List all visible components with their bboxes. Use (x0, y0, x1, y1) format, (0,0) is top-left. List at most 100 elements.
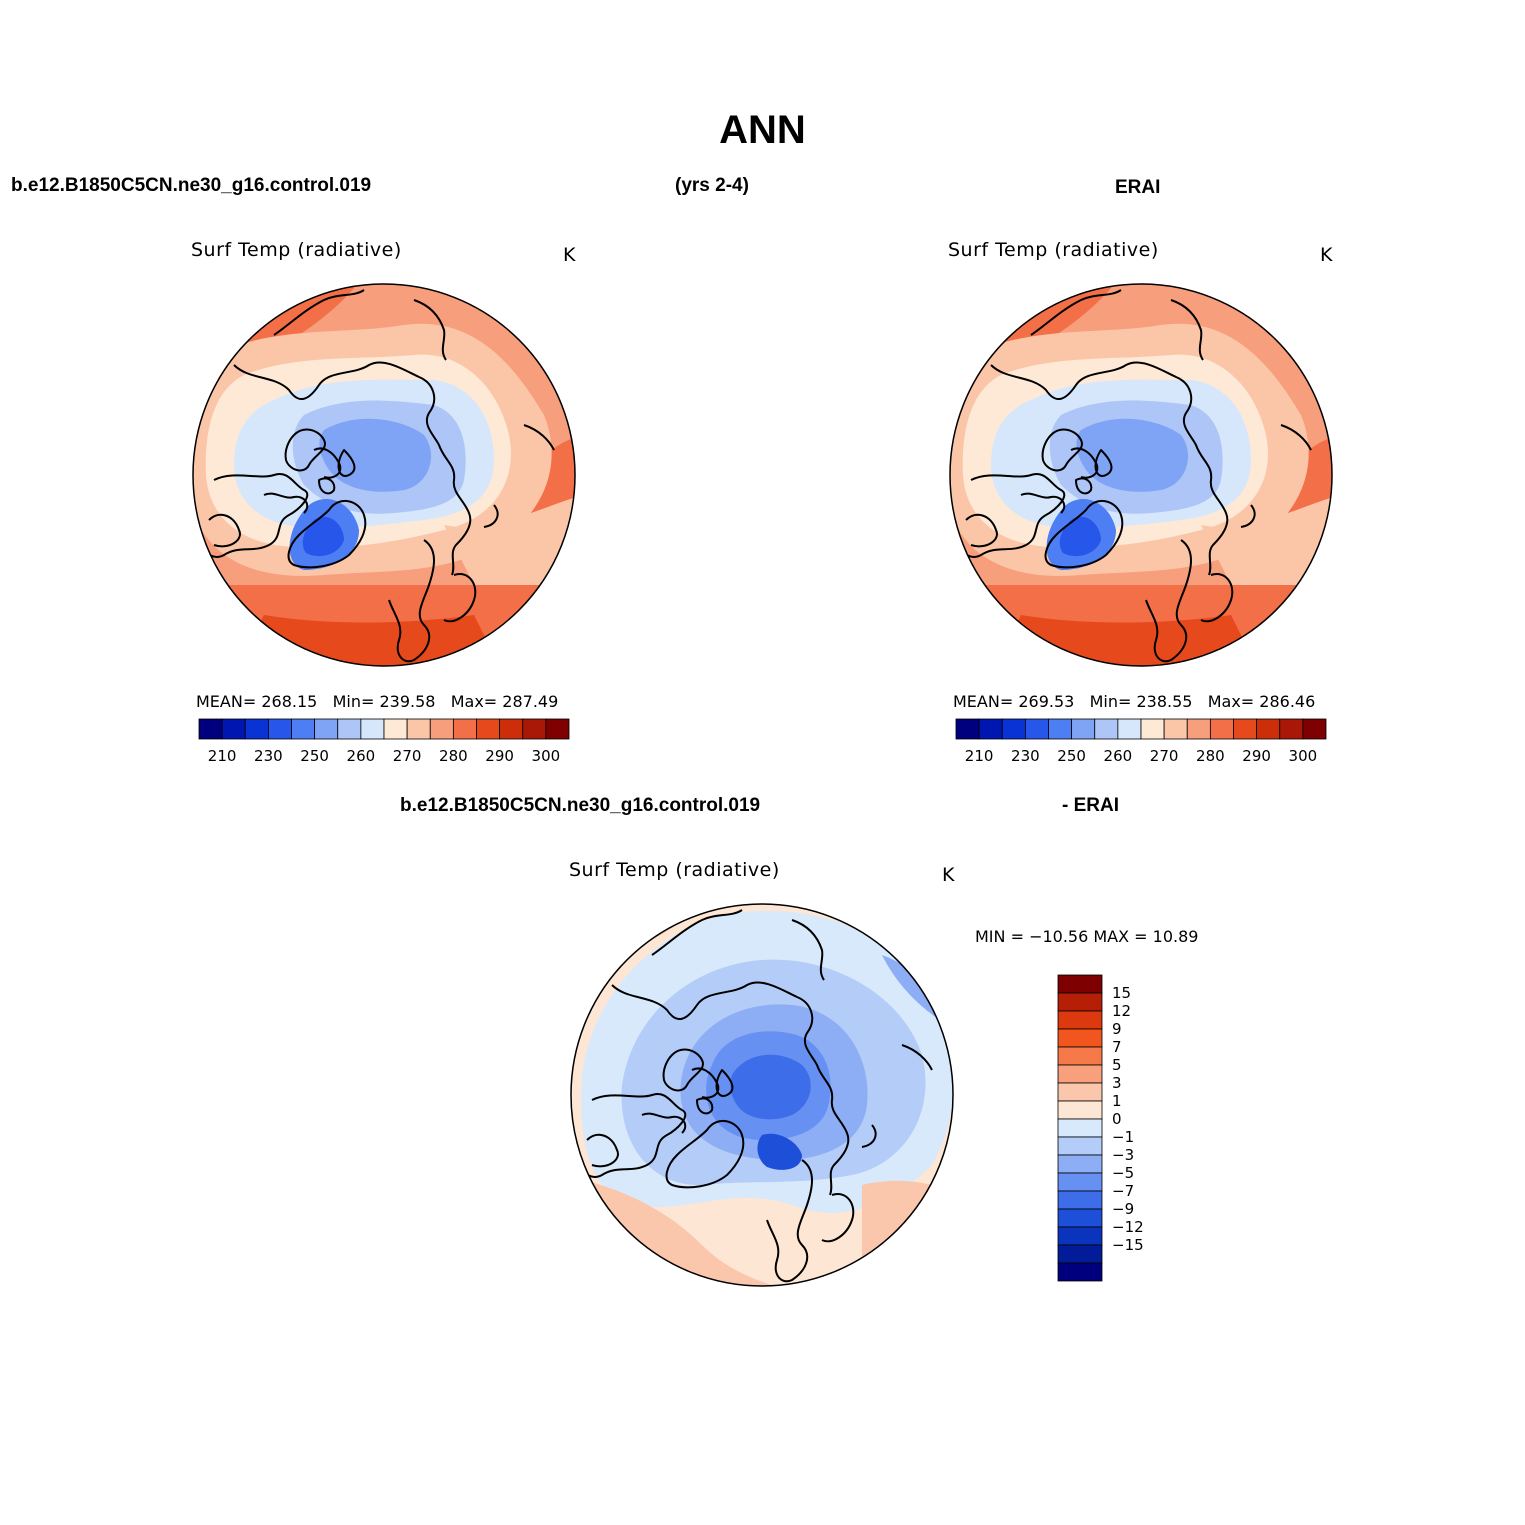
colorbar-swatch (337, 718, 362, 740)
colorbar-swatch (955, 718, 980, 740)
colorbar-label: 280 (439, 747, 468, 765)
obs-panel-title: Surf Temp (radiative) (948, 239, 1159, 261)
colorbar-swatch (1163, 718, 1188, 740)
obs-min-label: Min= (1089, 692, 1132, 711)
diff-panel-title: Surf Temp (radiative) (569, 859, 780, 881)
colorbar-swatch (1024, 718, 1049, 740)
colorbar-label: 3 (1112, 1074, 1122, 1092)
colorbar-swatch (429, 718, 454, 740)
colorbar-swatch (1140, 718, 1165, 740)
colorbar-swatch (1057, 1118, 1103, 1138)
colorbar-label: 260 (347, 747, 376, 765)
obs-stats: MEAN= 269.53 Min= 238.55 Max= 286.46 (953, 692, 1315, 711)
colorbar-label: 300 (532, 747, 561, 765)
colorbar-swatch (1057, 1244, 1103, 1264)
model-min-label: Min= (332, 692, 375, 711)
figure-title: ANN (719, 108, 806, 152)
model-mean-label: MEAN= (196, 692, 257, 711)
colorbar-swatch (1233, 718, 1258, 740)
colorbar-label: −7 (1112, 1182, 1134, 1200)
header-right: ERAI (1115, 177, 1161, 198)
diff-header-left: b.e12.B1850C5CN.ne30_g16.control.019 (400, 795, 761, 816)
obs-max-value: 286.46 (1259, 692, 1316, 711)
colorbar-swatch (267, 718, 292, 740)
colorbar-swatch (383, 718, 408, 740)
colorbar-label: 270 (393, 747, 422, 765)
colorbar-swatch (476, 718, 501, 740)
colorbar-label: 7 (1112, 1038, 1122, 1056)
colorbar-label: −1 (1112, 1128, 1134, 1146)
colorbar-label: −12 (1112, 1218, 1144, 1236)
diff-map (570, 903, 954, 1287)
colorbar-swatch (1057, 1190, 1103, 1210)
colorbar-label: −3 (1112, 1146, 1134, 1164)
colorbar-swatch (1279, 718, 1304, 740)
colorbar-label: −5 (1112, 1164, 1134, 1182)
obs-map (949, 283, 1333, 667)
model-map (192, 283, 576, 667)
obs-min-value: 238.55 (1136, 692, 1193, 711)
colorbar-swatch (1186, 718, 1211, 740)
colorbar-label: 250 (300, 747, 329, 765)
colorbar-swatch (1117, 718, 1142, 740)
colorbar-swatch (1302, 718, 1327, 740)
colorbar-swatch (1071, 718, 1096, 740)
colorbar-swatch (360, 718, 385, 740)
colorbar-swatch (198, 718, 223, 740)
colorbar-label: 9 (1112, 1020, 1122, 1038)
colorbar-swatch (1057, 974, 1103, 994)
diff-header-right: - ERAI (1062, 795, 1119, 816)
obs-mean-value: 269.53 (1018, 692, 1075, 711)
model-panel-title: Surf Temp (radiative) (191, 239, 402, 261)
colorbar-swatch (1057, 1262, 1103, 1282)
colorbar-label: 250 (1057, 747, 1086, 765)
colorbar-swatch (978, 718, 1003, 740)
colorbar-label: 290 (485, 747, 514, 765)
obs-max-label: Max= (1207, 692, 1255, 711)
colorbar-swatch (1057, 1046, 1103, 1066)
model-max-label: Max= (450, 692, 498, 711)
colorbar-swatch (291, 718, 316, 740)
colorbar-swatch (1057, 1208, 1103, 1228)
colorbar-swatch (1057, 1100, 1103, 1120)
colorbar-swatch (1057, 1172, 1103, 1192)
colorbar-label: −15 (1112, 1236, 1144, 1254)
colorbar-swatch (406, 718, 431, 740)
colorbar-swatch (1057, 1064, 1103, 1084)
colorbar-label: 260 (1104, 747, 1133, 765)
colorbar-label: 280 (1196, 747, 1225, 765)
colorbar-swatch (545, 718, 570, 740)
colorbar-swatch (1057, 1154, 1103, 1174)
obs-colorbar: 210 230 250 260 270 280 290 300 (955, 718, 1327, 765)
diff-unit: K (942, 864, 955, 886)
colorbar-swatch (499, 718, 524, 740)
colorbar-swatch (244, 718, 269, 740)
colorbar-label: 12 (1112, 1002, 1131, 1020)
model-stats: MEAN= 268.15 Min= 239.58 Max= 287.49 (196, 692, 558, 711)
model-min-value: 239.58 (379, 692, 436, 711)
colorbar-label: 290 (1242, 747, 1271, 765)
colorbar-swatch (314, 718, 339, 740)
header-center: (yrs 2-4) (675, 175, 749, 196)
obs-mean-label: MEAN= (953, 692, 1014, 711)
colorbar-label: 210 (208, 747, 237, 765)
obs-unit: K (1320, 244, 1333, 266)
colorbar-swatch (1256, 718, 1281, 740)
colorbar-label: 210 (965, 747, 994, 765)
colorbar-swatch (1057, 1226, 1103, 1246)
model-max-value: 287.49 (502, 692, 559, 711)
colorbar-swatch (221, 718, 246, 740)
colorbar-swatch (452, 718, 477, 740)
colorbar-swatch (1057, 1028, 1103, 1048)
colorbar-swatch (1001, 718, 1026, 740)
colorbar-swatch (1057, 1136, 1103, 1156)
colorbar-swatch (1057, 1082, 1103, 1102)
colorbar-label: 230 (1011, 747, 1040, 765)
header-left: b.e12.B1850C5CN.ne30_g16.control.019 (11, 175, 372, 196)
model-unit: K (563, 244, 576, 266)
colorbar-swatch (522, 718, 547, 740)
diff-minmax: MIN = −10.56 MAX = 10.89 (975, 927, 1199, 946)
colorbar-label: 270 (1150, 747, 1179, 765)
